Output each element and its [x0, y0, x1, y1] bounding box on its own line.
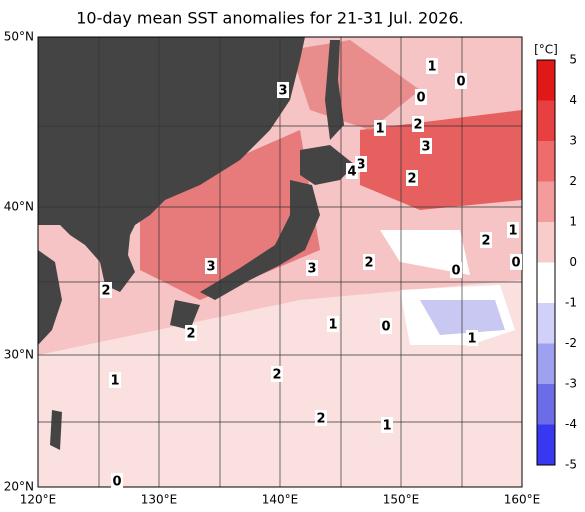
anomaly-region	[290, 40, 420, 130]
contour-label: 2	[186, 327, 195, 342]
colorbar-segment	[537, 343, 555, 384]
contour-label-box	[109, 372, 121, 388]
contour-label: 2	[364, 256, 373, 271]
contour-label: 1	[382, 419, 391, 434]
colorbar-segment	[537, 100, 555, 141]
contour-label: 0	[511, 256, 520, 271]
x-tick-label: 120°E	[20, 493, 57, 507]
contour-label-box	[374, 120, 386, 136]
contour-label: 0	[112, 475, 121, 490]
contour-label-box	[381, 417, 393, 433]
contour-label-box	[455, 73, 467, 89]
contour-label: 2	[481, 234, 490, 249]
land	[170, 300, 200, 330]
contour-label-box	[510, 254, 522, 270]
contour-label-box	[380, 318, 392, 334]
land	[50, 410, 62, 450]
contour-label: 2	[272, 368, 281, 383]
contour-label: 1	[467, 332, 476, 347]
colorbar-segment	[537, 181, 555, 222]
y-tick-label: 40°N	[4, 200, 34, 214]
y-tick-label: 30°N	[4, 348, 34, 362]
contour-label-box	[480, 232, 492, 248]
anomaly-region	[380, 230, 470, 275]
contour-label-box	[466, 330, 478, 346]
colorbar-label: 0	[569, 255, 577, 269]
land	[38, 37, 305, 292]
contour-label: 1	[427, 60, 436, 75]
contour-label: 3	[421, 140, 430, 155]
contour-label-box	[415, 89, 427, 105]
contour-label-box	[100, 282, 112, 298]
contour-label-box	[111, 473, 123, 489]
colorbar-segment	[537, 262, 555, 303]
x-tick-label: 150°E	[383, 493, 420, 507]
land	[325, 40, 344, 140]
colorbar-label: 2	[569, 174, 577, 188]
colorbar-label: 5	[569, 53, 577, 67]
contour-label-box	[363, 254, 375, 270]
contour-label-box	[406, 170, 418, 186]
y-tick-label: 50°N	[4, 30, 34, 44]
contour-label: 3	[356, 158, 365, 173]
contour-label-box	[315, 410, 327, 426]
contour-label-box	[450, 262, 462, 278]
contour-label: 1	[328, 318, 337, 333]
y-tick-label: 20°N	[4, 480, 34, 494]
contour-label-box	[327, 316, 339, 332]
colorbar-label: 1	[569, 215, 577, 229]
colorbar-segment	[537, 424, 555, 465]
contour-label: 0	[456, 75, 465, 90]
colorbar-frame	[536, 59, 556, 466]
contour-label-box	[420, 138, 432, 154]
colorbar-segment	[537, 384, 555, 425]
contour-label-box	[205, 258, 217, 274]
contour-label: 1	[375, 122, 384, 137]
contour-label: 2	[316, 412, 325, 427]
anomaly-region	[420, 300, 505, 335]
contour-label: 2	[407, 172, 416, 187]
x-tick-label: 130°E	[141, 493, 178, 507]
colorbar-label: 4	[569, 93, 577, 107]
colorbar-label: 3	[569, 134, 577, 148]
contour-label: 0	[451, 264, 460, 279]
colorbar-label: -2	[565, 336, 577, 350]
anomaly-region	[360, 110, 522, 210]
colorbar-segment	[537, 303, 555, 344]
contour-label-box	[346, 163, 358, 179]
contour-label: 0	[381, 320, 390, 335]
x-tick-label: 160°E	[504, 493, 541, 507]
contour-label-box	[507, 222, 519, 238]
contour-label: 2	[101, 284, 110, 299]
contour-label-box	[306, 260, 318, 276]
colorbar-label: -1	[565, 296, 577, 310]
contour-label: 0	[416, 91, 425, 106]
colorbar-segment	[537, 60, 555, 101]
colorbar-label: -3	[565, 377, 577, 391]
contour-label: 2	[413, 118, 422, 133]
contour-label-box	[426, 58, 438, 74]
contour-label: 1	[508, 224, 517, 239]
contour-label-box	[412, 116, 424, 132]
colorbar-unit: [°C]	[534, 43, 558, 57]
land	[38, 250, 62, 345]
contour-label: 1	[110, 374, 119, 389]
title: 10-day mean SST anomalies for 21-31 Jul.…	[76, 9, 464, 28]
contour-label-box	[185, 325, 197, 341]
colorbar: 5 4 3 2 1 0 -1 -2 -3 -4 -5	[536, 53, 577, 472]
colorbar-label: -5	[565, 458, 577, 472]
contour-label: 3	[278, 84, 287, 99]
contour-label: 3	[206, 260, 215, 275]
contour-label: 3	[307, 262, 316, 277]
land	[200, 180, 320, 300]
contour-label: 4	[347, 165, 356, 180]
contour-label-box	[277, 82, 289, 98]
colorbar-label: -4	[565, 417, 577, 431]
x-tick-label: 140°E	[262, 493, 299, 507]
contour-label-box	[271, 366, 283, 382]
colorbar-segment	[537, 222, 555, 263]
colorbar-segment	[537, 141, 555, 182]
